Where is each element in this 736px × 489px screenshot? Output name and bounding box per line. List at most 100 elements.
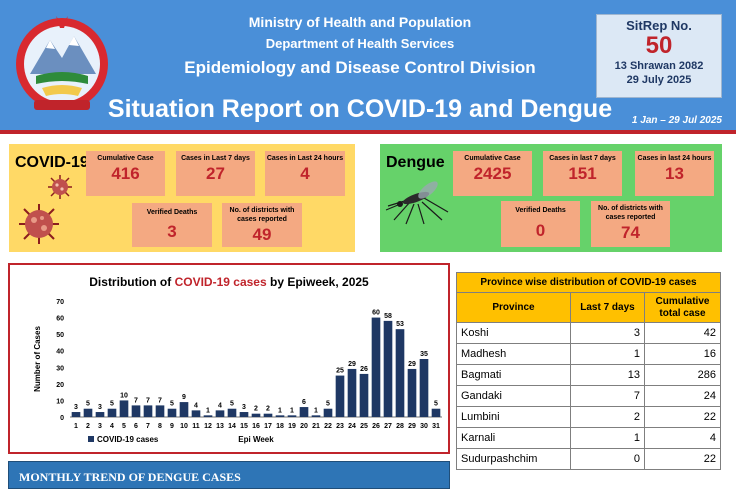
report-header: Ministry of Health and Population Depart… (0, 0, 736, 133)
covid-cumulative-card: Cumulative Case 416 (86, 151, 165, 196)
x-tick-label: 15 (240, 423, 248, 430)
y-tick-label: 50 (56, 332, 64, 339)
covid-cumulative-label: Cumulative Case (97, 155, 154, 162)
division-name: Epidemiology and Disease Control Divisio… (184, 58, 536, 77)
covid-summary-panel: COVID-19 Cumulative Case 416 Cases in La… (9, 144, 355, 252)
y-tick-label: 60 (56, 316, 64, 323)
bar-data-label: 1 (278, 407, 282, 414)
x-tick-label: 2 (86, 423, 90, 430)
dengue-deaths-card: Verified Deaths 0 (501, 201, 580, 247)
bar-data-label: 7 (158, 397, 162, 404)
province-name-cell: Madhesh (456, 343, 571, 365)
bar-data-label: 5 (170, 401, 174, 408)
x-tick-label: 22 (324, 423, 332, 430)
x-tick-label: 21 (312, 423, 320, 430)
chart-title: Distribution of COVID-19 cases by Epiwee… (10, 275, 448, 289)
bar-data-label: 1 (290, 407, 294, 414)
x-tick-label: 31 (432, 423, 440, 430)
dengue-cumulative-card: Cumulative Case 2425 (453, 151, 532, 196)
dengue-districts-label: No. of districts with cases reported (598, 205, 663, 221)
bar-data-label: 5 (230, 401, 234, 408)
province-row: Gandaki 7 24 (456, 385, 721, 407)
bar-data-label: 5 (434, 401, 438, 408)
x-tick-label: 30 (420, 423, 428, 430)
bar (215, 410, 225, 417)
bar (167, 408, 177, 417)
dengue-last7-label: Cases in last 7 days (549, 155, 616, 162)
bar (191, 410, 201, 417)
province-last7-cell: 7 (570, 385, 645, 407)
sitrep-label: SitRep No. (626, 18, 692, 33)
bar (383, 320, 393, 417)
province-name-cell: Lumbini (456, 406, 571, 428)
bar-data-label: 29 (348, 361, 356, 368)
bar-data-label: 2 (254, 406, 258, 413)
bar (395, 329, 405, 417)
bar-data-label: 58 (384, 313, 392, 320)
covid-last7-value: 27 (206, 164, 225, 183)
bar-data-label: 3 (74, 404, 78, 411)
dengue-cumulative-label: Cumulative Case (464, 155, 521, 162)
province-cumulative-cell: 286 (644, 364, 721, 386)
province-cumulative-cell: 42 (644, 322, 721, 344)
x-tick-label: 16 (252, 423, 260, 430)
dengue-cumulative-value: 2425 (473, 164, 512, 183)
x-tick-label: 28 (396, 423, 404, 430)
y-tick-label: 30 (56, 365, 64, 372)
province-cumulative-cell: 4 (644, 427, 721, 449)
dengue-summary-panel: Dengue Cumulative Case 2425 Cases in las… (380, 144, 722, 252)
epiweek-bar-chart: Number of Cases0102030405060703152335410… (33, 299, 442, 444)
bar-data-label: 5 (86, 401, 90, 408)
province-table: Province wise distribution of COVID-19 c… (456, 272, 721, 470)
department-name: Department of Health Services (265, 36, 455, 51)
bar (95, 412, 105, 417)
bar (335, 375, 345, 417)
x-tick-label: 6 (134, 423, 138, 430)
legend-swatch (88, 436, 94, 442)
covid-panel-title: COVID-19 (15, 154, 89, 171)
monthly-trend-header: MONTHLY TREND OF DENGUE CASES (8, 461, 450, 489)
dengue-deaths-value: 0 (535, 221, 546, 240)
bar (299, 407, 309, 417)
x-tick-label: 17 (264, 423, 272, 430)
dengue-last24-card: Cases in last 24 hours 13 (635, 151, 714, 196)
legend-label: COVID-19 cases (97, 435, 159, 444)
province-row: Madhesh 1 16 (456, 343, 721, 365)
x-axis-label: Epi Week (238, 435, 274, 444)
bar-data-label: 7 (134, 397, 138, 404)
bar (287, 415, 297, 417)
bar (323, 408, 333, 417)
province-table-caption: Province wise distribution of COVID-19 c… (456, 272, 721, 293)
bar (83, 408, 93, 417)
epiweek-chart-box: Distribution of COVID-19 cases by Epiwee… (8, 263, 450, 454)
bar (251, 413, 261, 417)
bar (263, 413, 273, 417)
sitrep-date-nepali: 13 Shrawan 2082 (614, 60, 704, 72)
bar (347, 368, 357, 417)
bar (155, 405, 165, 417)
header-divider (0, 130, 736, 134)
y-tick-label: 10 (56, 398, 64, 405)
x-tick-label: 10 (180, 423, 188, 430)
bar-data-label: 53 (396, 321, 404, 328)
province-name-cell: Koshi (456, 322, 571, 344)
province-row: Koshi 3 42 (456, 322, 721, 344)
province-name-cell: Bagmati (456, 364, 571, 386)
cumulative-col-header: Cumulative total case (644, 292, 721, 323)
chart-title-highlight: COVID-19 cases (174, 275, 267, 289)
bar-data-label: 2 (266, 406, 270, 413)
covid-last7-label: Cases in Last 7 days (181, 155, 250, 162)
bar (107, 408, 117, 417)
x-tick-label: 12 (204, 423, 212, 430)
province-cumulative-cell: 24 (644, 385, 721, 407)
y-tick-label: 20 (56, 382, 64, 389)
dengue-last24-label: Cases in last 24 hours (637, 155, 712, 162)
province-last7-cell: 3 (570, 322, 645, 344)
x-tick-label: 7 (146, 423, 150, 430)
bar-data-label: 9 (182, 394, 186, 401)
x-tick-label: 4 (110, 423, 114, 430)
dengue-deaths-label: Verified Deaths (515, 207, 566, 214)
ministry-name: Ministry of Health and Population (248, 14, 472, 30)
covid-districts-card: No. of districts with cases reported 49 (222, 203, 302, 247)
sitrep-number: 50 (645, 32, 673, 59)
